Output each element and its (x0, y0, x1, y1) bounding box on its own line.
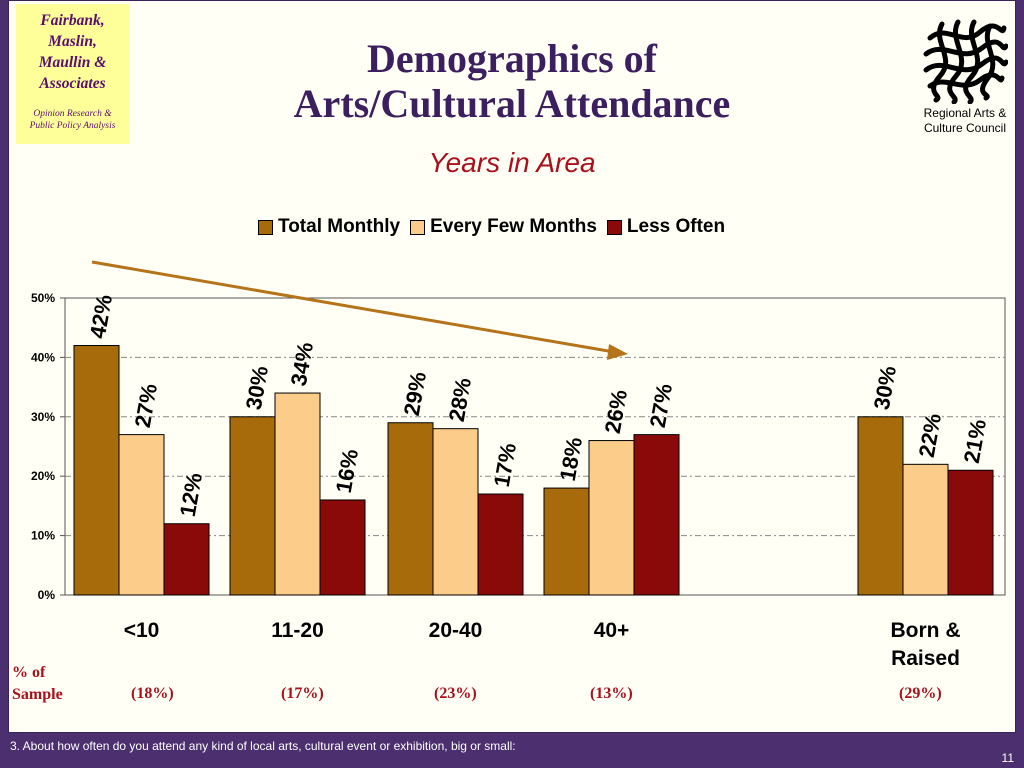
racc-logo-text: Regional Arts & Culture Council (923, 106, 1007, 135)
bar-less-often (947, 469, 994, 596)
bar-every-few-months (902, 463, 949, 596)
bar-total-monthly (387, 422, 434, 596)
data-label-every-few-months: 26% (600, 388, 632, 436)
category-label-line: Born & (891, 619, 961, 642)
y-tick-label: 40% (31, 350, 55, 364)
legend-item-every-few-months: Every Few Months (410, 216, 597, 238)
fmma-logo-tagline: Opinion Research & Public Policy Analysi… (29, 109, 116, 131)
trend-arrow-shaft (91, 260, 615, 354)
legend-label-every-few-months: Every Few Months (430, 216, 597, 237)
data-label-total-monthly: 30% (241, 364, 273, 412)
bar-total-monthly (229, 416, 276, 596)
legend-item-less-often: Less Often (606, 216, 726, 238)
footnote: 3. About how often do you attend any kin… (10, 739, 516, 753)
y-tick-label: 50% (31, 291, 55, 305)
slide-title: Demographics of Arts/Cultural Attendance (293, 36, 731, 126)
slide-panel (8, 0, 1016, 733)
category-label-line: Raised (891, 647, 960, 670)
data-label-total-monthly: 42% (85, 293, 117, 341)
chart-legend: Total Monthly Every Few Months Less Ofte… (258, 216, 735, 238)
plot-area (64, 297, 1006, 596)
category-label: 40+ (594, 619, 630, 642)
bar-every-few-months (432, 428, 479, 596)
data-label-every-few-months: 27% (130, 382, 162, 430)
bar-every-few-months (588, 440, 635, 596)
y-tick-label: 30% (31, 410, 55, 424)
legend-label-less-often: Less Often (626, 216, 726, 237)
data-label-less-often: 17% (489, 441, 521, 489)
data-label-every-few-months: 34% (286, 340, 318, 388)
bar-total-monthly (73, 345, 120, 596)
data-label-less-often: 12% (175, 471, 207, 519)
bar-less-often (319, 499, 366, 596)
category-label-line: 11-20 (271, 619, 324, 642)
data-label-every-few-months: 22% (914, 411, 946, 459)
data-label-less-often: 16% (331, 447, 363, 495)
legend-swatch-less-often (606, 219, 622, 235)
y-tick-label: 0% (38, 588, 56, 602)
bar-total-monthly (857, 416, 904, 596)
category-label-line: <10 (124, 619, 160, 642)
bar-less-often (633, 434, 680, 596)
bar-total-monthly (543, 487, 590, 596)
data-label-less-often: 27% (645, 382, 677, 430)
legend-item-total-monthly: Total Monthly (258, 216, 400, 238)
page-number: 11 (1001, 751, 1014, 765)
category-label-line: 20-40 (429, 619, 483, 642)
data-label-less-often: 21% (959, 417, 991, 465)
category-label: 11-20 (271, 619, 324, 642)
category-label: 20-40 (429, 619, 483, 642)
chart-subtitle: Years in Area (428, 147, 596, 178)
data-label-total-monthly: 29% (399, 370, 431, 418)
data-label-total-monthly: 18% (555, 435, 587, 483)
legend-swatch-every-few-months (410, 219, 426, 235)
trend-arrow-head (607, 344, 628, 360)
y-tick-label: 20% (31, 469, 55, 483)
woven-lattice-logo-icon (923, 19, 1008, 104)
y-tick-label: 10% (31, 529, 55, 543)
legend-label-total-monthly: Total Monthly (278, 216, 401, 237)
bar-every-few-months (118, 434, 165, 596)
bar-every-few-months (274, 392, 321, 596)
legend-swatch-total-monthly (258, 219, 273, 235)
data-label-total-monthly: 30% (869, 364, 901, 412)
fmma-logo-name: Fairbank, Maslin, Maullin & Associates (38, 12, 107, 92)
fmma-logo: Fairbank, Maslin, Maullin & Associates O… (16, 4, 129, 144)
bar-less-often (477, 493, 524, 596)
bar-less-often (163, 523, 210, 596)
category-label: Born & Raised (891, 619, 961, 670)
category-label: <10 (124, 619, 160, 642)
category-label-line: 40+ (594, 619, 630, 642)
